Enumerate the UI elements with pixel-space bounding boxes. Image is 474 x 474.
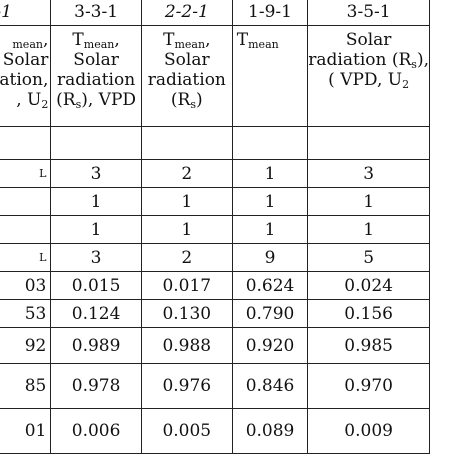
header-inputs-cell: Tmean [231, 25, 309, 127]
inputs-line: (Rs), VPD [56, 90, 137, 111]
header-code-cell: 3-5-1 [307, 0, 430, 26]
table-row: 03 0.015 0.017 0.624 0.024 [0, 271, 430, 300]
table-cell: 03 [0, 271, 52, 300]
table-cell: 1 [50, 187, 142, 216]
inputs-line: (Rs) [170, 90, 203, 111]
table-cell: 92 [0, 327, 52, 364]
table-cell: L [0, 159, 52, 188]
inputs-line: , U2 [16, 90, 49, 111]
table-cell: 0.124 [50, 299, 142, 328]
table-cell: 1 [231, 159, 309, 188]
table-cell: 1 [307, 187, 430, 216]
table-cell: 0.005 [140, 408, 233, 454]
table-cell: 85 [0, 363, 52, 409]
table-cell: 01 [0, 408, 52, 454]
table-cell: 0.976 [140, 363, 233, 409]
inputs-line: Solar [164, 50, 210, 70]
table-cell: 0.988 [140, 327, 233, 364]
table-cell: 1 [231, 187, 309, 216]
table-cell [231, 126, 309, 160]
inputs-line: Solar [345, 30, 392, 50]
inputs-line: Tmean, [72, 30, 120, 51]
table-row [0, 126, 430, 160]
table-cell: 0.985 [307, 327, 430, 364]
inputs-line: ( VPD, U2 [328, 70, 410, 91]
table-cell: 0.006 [50, 408, 142, 454]
table-cell: 0.624 [231, 271, 309, 300]
header-code-cell: 3-3-1 [50, 0, 142, 26]
table-cell: 0.790 [231, 299, 309, 328]
table-cell: 3 [50, 159, 142, 188]
table-cell: 0.978 [50, 363, 142, 409]
table-cell: 0.017 [140, 271, 233, 300]
header-code-row: -1 3-3-1 2-2-1 1-9-1 3-5-1 [0, 0, 430, 26]
table-cell [50, 126, 142, 160]
table-cell: 0.989 [50, 327, 142, 364]
table-cell: 2 [140, 243, 233, 272]
inputs-line: radiation [147, 70, 226, 90]
header-inputs-cell: Tmean, Solar radiation (Rs) [140, 25, 233, 127]
table-cell [0, 215, 52, 244]
table-cell: 0.846 [231, 363, 309, 409]
table-cell [307, 126, 430, 160]
table-cell: 5 [307, 243, 430, 272]
table-row: 01 0.006 0.005 0.089 0.009 [0, 408, 430, 454]
table-cell: 3 [50, 243, 142, 272]
header-inputs-row: mean, Solar radiation, , U2 Tmean, Solar… [0, 25, 430, 127]
model-comparison-table: -1 3-3-1 2-2-1 1-9-1 3-5-1 mean, Solar r… [0, 0, 430, 454]
table-cell: 0.970 [307, 363, 430, 409]
table-cell: 1 [140, 187, 233, 216]
table-cell: L [0, 243, 52, 272]
table-row: L 3 2 1 3 [0, 159, 430, 188]
table-row: 85 0.978 0.976 0.846 0.970 [0, 363, 430, 409]
table-cell: 2 [140, 159, 233, 188]
header-code-cell: -1 [0, 0, 52, 26]
table-cell [140, 126, 233, 160]
inputs-line: radiation [57, 70, 136, 90]
inputs-line: Solar [2, 50, 49, 70]
table-row: L 3 2 9 5 [0, 243, 430, 272]
table-cell: 0.130 [140, 299, 233, 328]
table-cell: 1 [140, 215, 233, 244]
table-cell: 1 [50, 215, 142, 244]
inputs-line: Tmean [236, 30, 279, 51]
inputs-line: radiation, [0, 70, 49, 90]
header-code-cell: 1-9-1 [231, 0, 309, 26]
inputs-line: radiation (Rs), [308, 50, 429, 71]
table-cell: 0.009 [307, 408, 430, 454]
table-cell: 0.015 [50, 271, 142, 300]
table-cell: 0.024 [307, 271, 430, 300]
table-cell: 9 [231, 243, 309, 272]
table-row: 92 0.989 0.988 0.920 0.985 [0, 327, 430, 364]
table-cell [0, 126, 52, 160]
table-row: 1 1 1 1 [0, 215, 430, 244]
table-cell: 3 [307, 159, 430, 188]
inputs-line: Tmean, [163, 30, 211, 51]
inputs-line: Solar [73, 50, 119, 70]
table-row: 1 1 1 1 [0, 187, 430, 216]
table-cell: 53 [0, 299, 52, 328]
header-inputs-cell: Solar radiation (Rs), ( VPD, U2 [307, 25, 430, 127]
table-cell: 0.089 [231, 408, 309, 454]
header-inputs-cell: mean, Solar radiation, , U2 [0, 25, 52, 127]
table-cell: 1 [307, 215, 430, 244]
inputs-line: mean, [12, 30, 49, 51]
table-cell [0, 187, 52, 216]
table-cell: 0.920 [231, 327, 309, 364]
header-code-cell: 2-2-1 [140, 0, 233, 26]
header-inputs-cell: Tmean, Solar radiation (Rs), VPD [50, 25, 142, 127]
table-cell: 1 [231, 215, 309, 244]
table-row: 53 0.124 0.130 0.790 0.156 [0, 299, 430, 328]
table-cell: 0.156 [307, 299, 430, 328]
